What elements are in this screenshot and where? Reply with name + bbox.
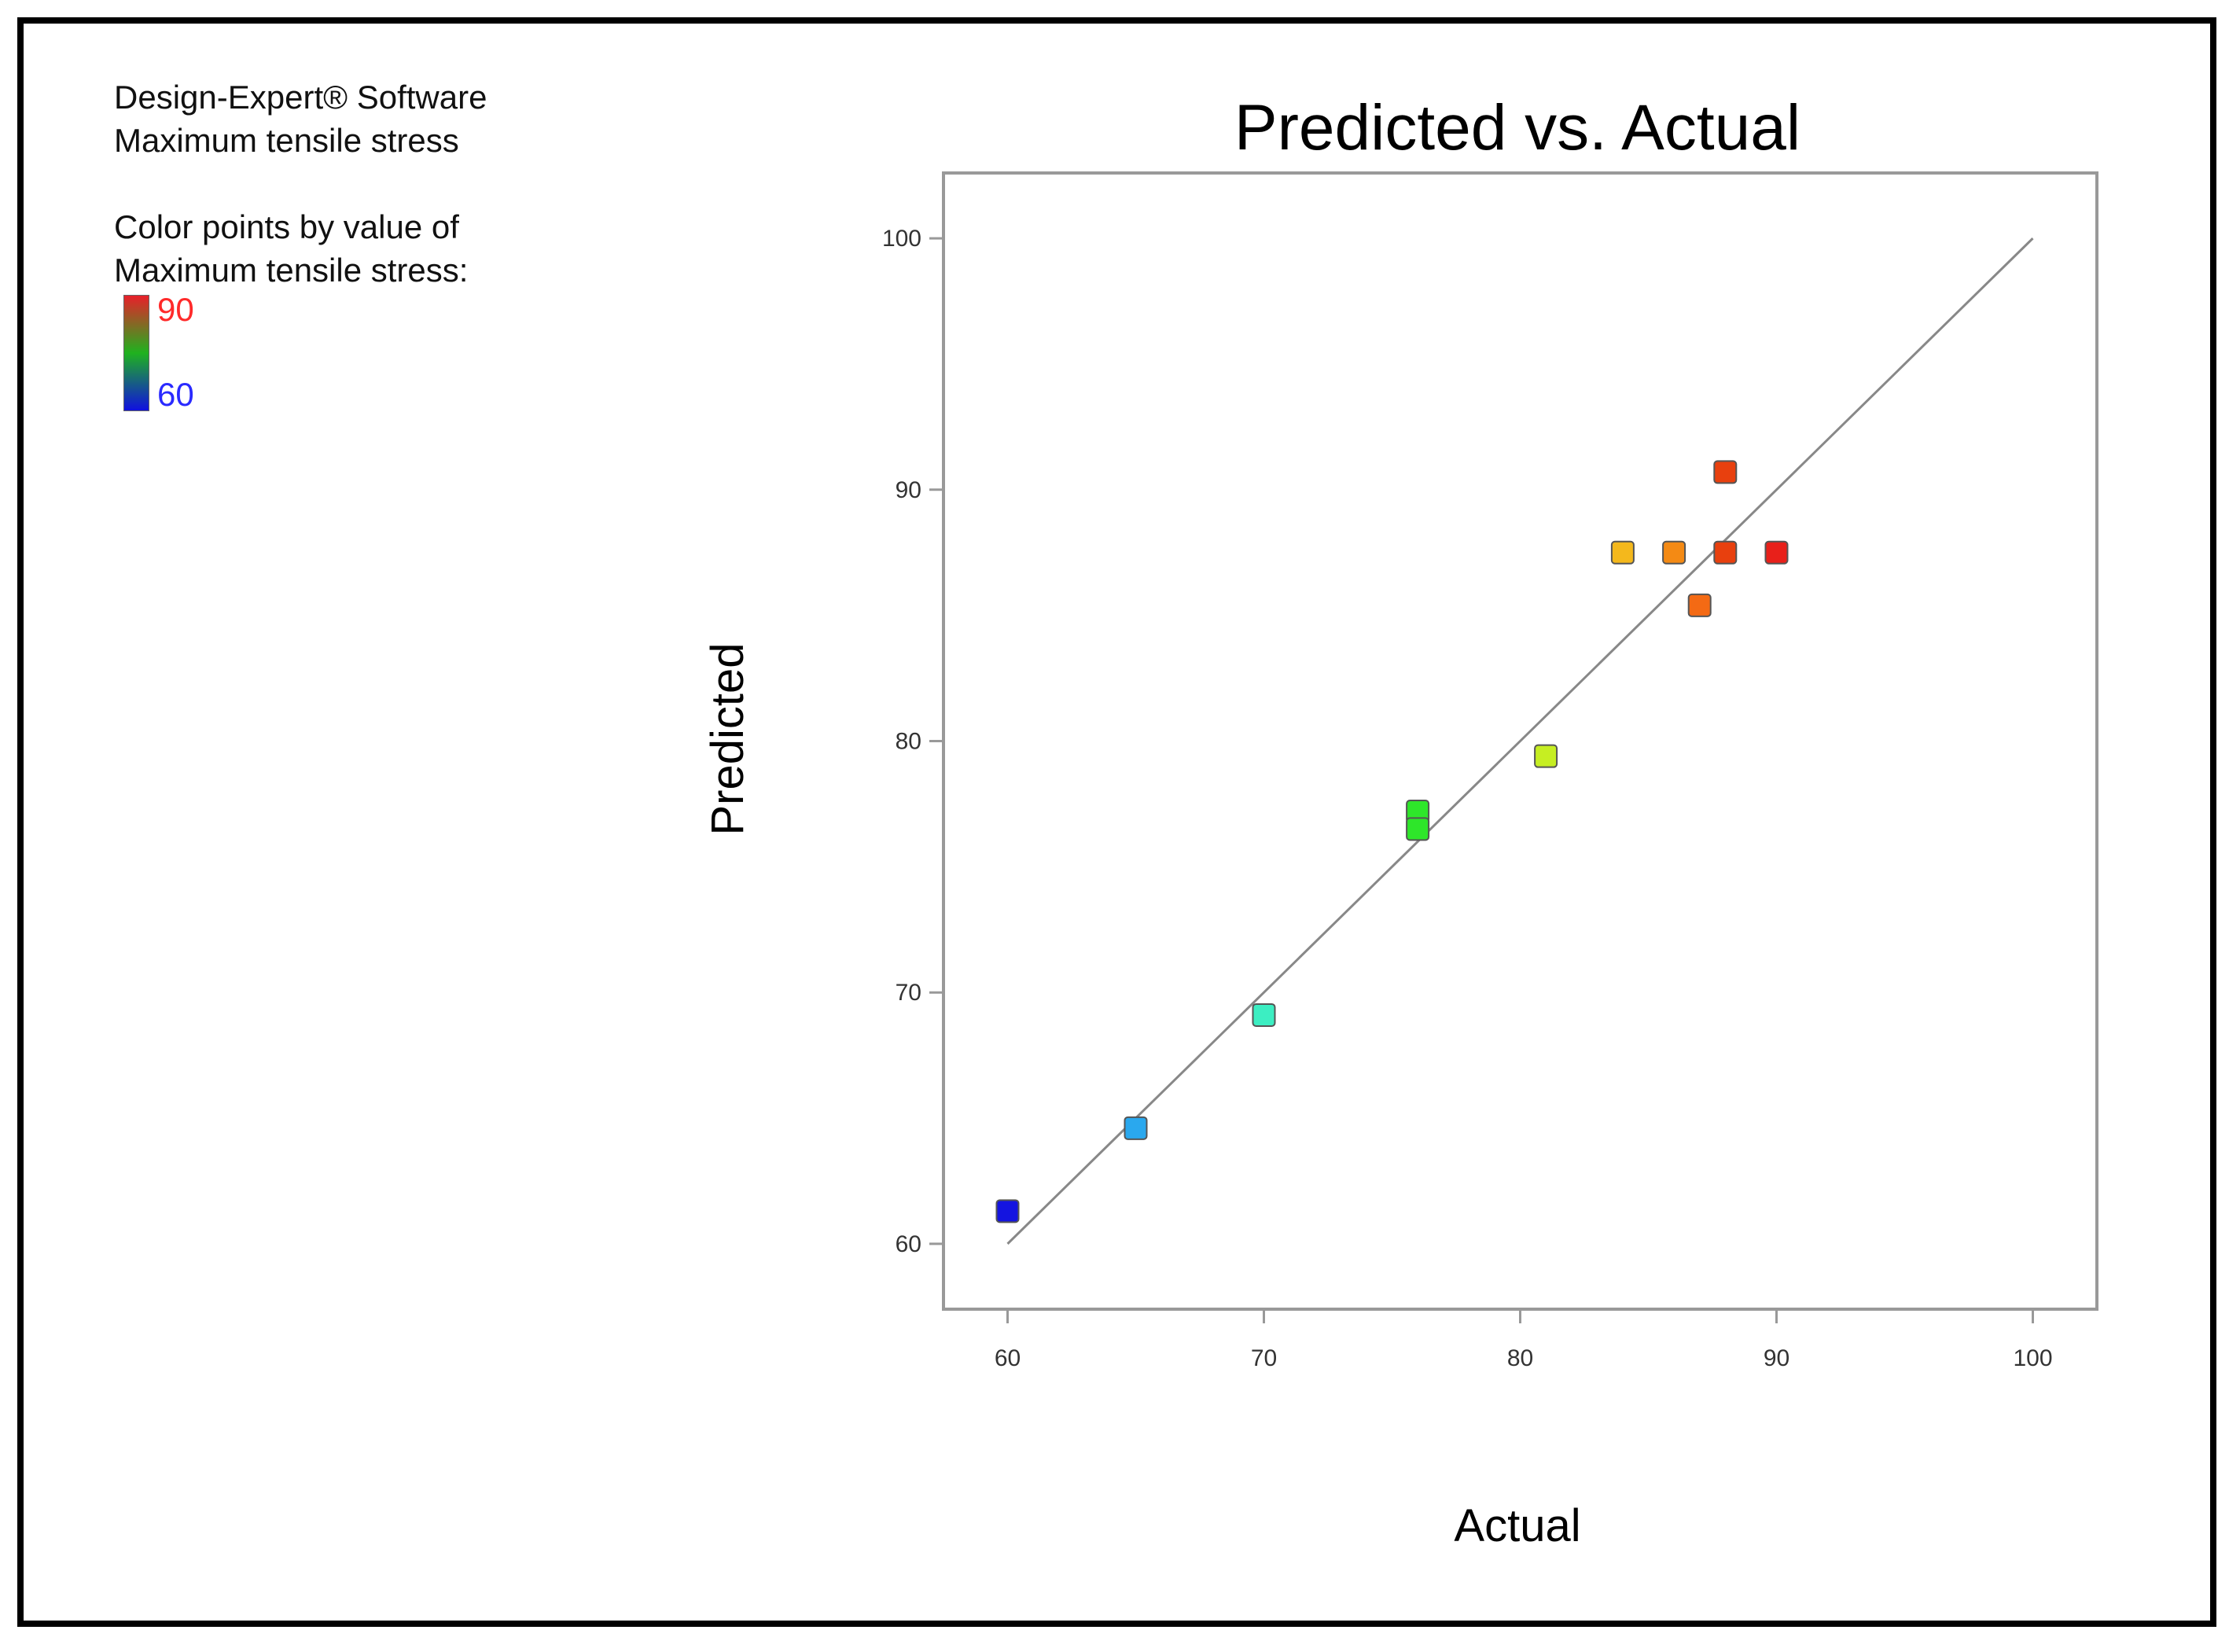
data-point bbox=[995, 1199, 1020, 1223]
color-scale-low-label: 60 bbox=[157, 376, 194, 413]
color-note-line1: Color points by value of bbox=[114, 208, 459, 245]
data-point bbox=[1610, 540, 1635, 565]
y-tick-label: 90 bbox=[896, 477, 921, 503]
data-point bbox=[1713, 460, 1738, 484]
y-tick-label: 100 bbox=[882, 226, 921, 252]
response-name: Maximum tensile stress bbox=[114, 122, 459, 159]
color-scale-bar bbox=[123, 295, 149, 411]
design-info: Design-Expert® Software Maximum tensile … bbox=[114, 75, 487, 292]
y-tick-label: 70 bbox=[896, 980, 921, 1006]
data-point bbox=[1252, 1003, 1276, 1027]
data-point bbox=[1406, 817, 1430, 841]
x-tick-label: 60 bbox=[995, 1345, 1021, 1371]
x-axis-label: Actual bbox=[1454, 1500, 1580, 1551]
data-point bbox=[1713, 540, 1738, 565]
x-tick-label: 70 bbox=[1251, 1345, 1277, 1371]
y-axis-label: Predicted bbox=[702, 642, 753, 835]
color-note-line2: Maximum tensile stress: bbox=[114, 252, 469, 289]
data-points bbox=[995, 460, 1789, 1223]
y-tick-label: 60 bbox=[896, 1231, 921, 1257]
chart-title: Predicted vs. Actual bbox=[1234, 92, 1800, 164]
data-point bbox=[1662, 540, 1686, 565]
y-tick-label: 80 bbox=[896, 729, 921, 755]
axis-ticks: 60 70 80 90 100 60 70 80 90 100 bbox=[882, 226, 2053, 1371]
data-point bbox=[1764, 540, 1789, 565]
data-point bbox=[1687, 593, 1712, 617]
data-point bbox=[1124, 1116, 1148, 1140]
software-name: Design-Expert® Software bbox=[114, 79, 487, 116]
reference-line bbox=[1006, 237, 2034, 1245]
x-tick-label: 90 bbox=[1764, 1345, 1789, 1371]
x-tick-label: 100 bbox=[2013, 1345, 2052, 1371]
x-tick-label: 80 bbox=[1507, 1345, 1533, 1371]
data-point bbox=[1534, 744, 1558, 768]
color-scale-high-label: 90 bbox=[157, 291, 194, 328]
